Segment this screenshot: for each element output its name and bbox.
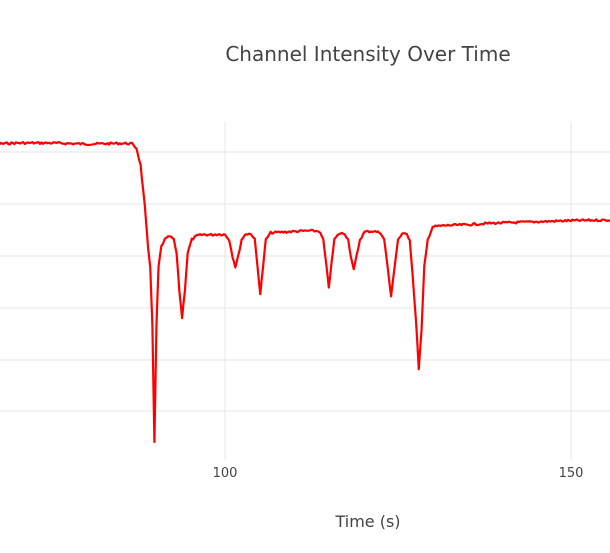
x-axis-title: Time (s) xyxy=(334,512,400,531)
grid-layer xyxy=(0,122,610,460)
x-tick-labels: 100 150 xyxy=(213,466,584,481)
series-line xyxy=(0,140,610,444)
chart-title: Channel Intensity Over Time xyxy=(225,42,510,66)
series-layer xyxy=(0,140,610,444)
x-tick-label: 150 xyxy=(559,466,584,481)
x-tick-label: 100 xyxy=(213,466,238,481)
